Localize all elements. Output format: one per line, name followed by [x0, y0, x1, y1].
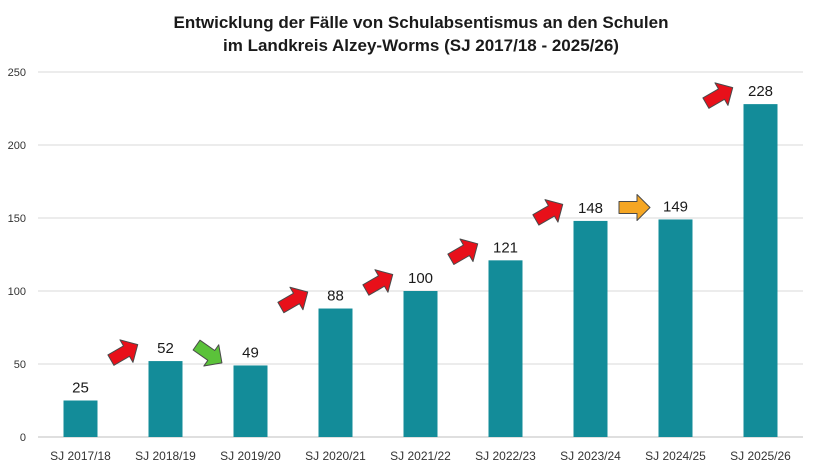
- data-label: 25: [72, 380, 89, 397]
- x-tick-label: SJ 2025/26: [730, 449, 791, 463]
- bar: [658, 219, 693, 437]
- data-label: 148: [578, 200, 603, 217]
- x-axis: SJ 2017/18 SJ 2018/19 SJ 2019/20 SJ 2020/21…: [50, 449, 791, 463]
- x-tick-label: SJ 2017/18: [50, 449, 111, 463]
- bar: [573, 220, 608, 437]
- y-tick-label: 150: [8, 213, 26, 225]
- trend-arrows: [107, 82, 734, 367]
- y-tick-label: 250: [8, 67, 26, 79]
- trend-arrow-icon: [107, 339, 139, 366]
- x-tick-label: SJ 2018/19: [135, 449, 196, 463]
- bar: [233, 365, 268, 437]
- x-tick-label: SJ 2021/22: [390, 449, 451, 463]
- chart-title: Entwicklung der Fälle von Schulabsentism…: [174, 13, 669, 55]
- data-label: 100: [408, 270, 433, 287]
- bars: [63, 104, 778, 438]
- bar: [318, 308, 353, 437]
- x-tick-label: SJ 2019/20: [220, 449, 281, 463]
- bar: [63, 400, 98, 437]
- trend-arrow-icon: [447, 238, 479, 265]
- data-label: 88: [327, 288, 344, 305]
- data-label: 121: [493, 239, 518, 256]
- y-tick-label: 200: [8, 140, 26, 152]
- x-tick-label: SJ 2020/21: [305, 449, 366, 463]
- data-labels: 25 52 49 88 100 121 148 149 228: [72, 83, 773, 396]
- chart-title-line-1: Entwicklung der Fälle von Schulabsentism…: [174, 13, 669, 32]
- trend-arrow-icon: [362, 269, 394, 296]
- x-tick-label: SJ 2022/23: [475, 449, 536, 463]
- trend-arrow-icon: [618, 194, 651, 221]
- chart-title-line-2: im Landkreis Alzey-Worms (SJ 2017/18 - 2…: [223, 36, 619, 55]
- x-tick-label: SJ 2024/25: [645, 449, 706, 463]
- trend-arrow-icon: [277, 286, 309, 314]
- data-label: 49: [242, 344, 259, 361]
- trend-arrow-icon: [702, 82, 734, 109]
- y-tick-label: 100: [8, 286, 26, 298]
- trend-arrow-icon: [192, 339, 223, 367]
- bar: [488, 260, 523, 437]
- y-axis: 0 50 100 150 200 250: [8, 67, 26, 444]
- bar: [743, 104, 778, 438]
- data-label: 52: [157, 340, 174, 357]
- x-tick-label: SJ 2023/24: [560, 449, 621, 463]
- y-tick-label: 50: [14, 359, 26, 371]
- trend-arrow-icon: [532, 199, 564, 226]
- bar: [148, 361, 183, 437]
- y-tick-label: 0: [20, 432, 26, 444]
- bar: [403, 291, 438, 437]
- data-label: 149: [663, 198, 688, 215]
- data-label: 228: [748, 83, 773, 100]
